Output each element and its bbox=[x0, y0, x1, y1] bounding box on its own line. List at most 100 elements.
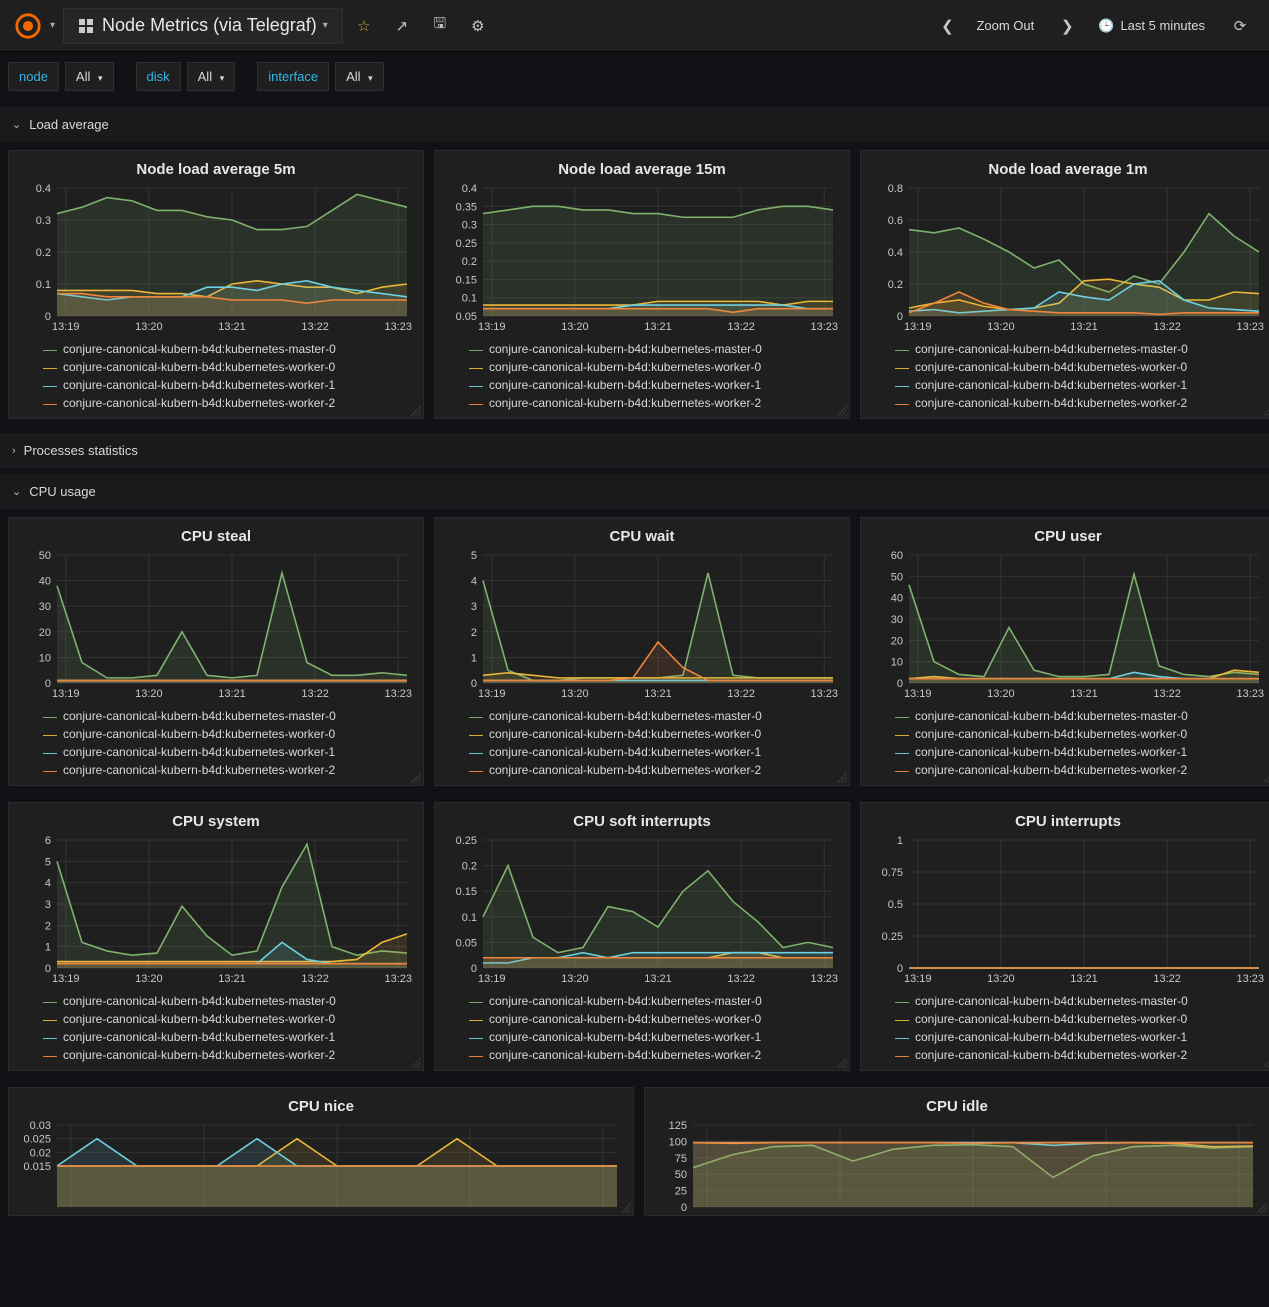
chart-area[interactable]: 0.050.10.150.20.250.30.350.413:1913:2013… bbox=[439, 184, 845, 334]
panel-title[interactable]: Node load average 1m bbox=[865, 157, 1269, 184]
resize-handle-icon[interactable] bbox=[837, 773, 847, 783]
resize-handle-icon[interactable] bbox=[411, 1058, 421, 1068]
chart-area[interactable]: 00.20.40.60.813:1913:2013:2113:2213:23 bbox=[865, 184, 1269, 334]
legend-item[interactable]: — conjure-canonical-kubern-b4d:kubernete… bbox=[469, 340, 835, 358]
panel-title[interactable]: CPU soft interrupts bbox=[439, 809, 845, 836]
legend-item[interactable]: — conjure-canonical-kubern-b4d:kubernete… bbox=[43, 394, 409, 412]
legend-item[interactable]: — conjure-canonical-kubern-b4d:kubernete… bbox=[469, 725, 835, 743]
legend-label: conjure-canonical-kubern-b4d:kubernetes-… bbox=[489, 394, 761, 412]
legend-label: conjure-canonical-kubern-b4d:kubernetes-… bbox=[915, 1010, 1187, 1028]
panel-title[interactable]: CPU steal bbox=[13, 524, 419, 551]
legend-item[interactable]: — conjure-canonical-kubern-b4d:kubernete… bbox=[895, 992, 1261, 1010]
refresh-icon[interactable]: ⟳ bbox=[1223, 9, 1257, 43]
star-icon[interactable]: ☆ bbox=[347, 9, 381, 43]
chart-area[interactable]: 0.0150.020.0250.03 bbox=[13, 1121, 629, 1211]
legend-item[interactable]: — conjure-canonical-kubern-b4d:kubernete… bbox=[895, 358, 1261, 376]
chart-area[interactable]: 00.10.20.30.413:1913:2013:2113:2213:23 bbox=[13, 184, 419, 334]
legend-item[interactable]: — conjure-canonical-kubern-b4d:kubernete… bbox=[469, 992, 835, 1010]
zoom-out-button[interactable]: Zoom Out bbox=[976, 18, 1034, 33]
share-icon[interactable]: ↗ bbox=[385, 9, 419, 43]
resize-handle-icon[interactable] bbox=[1263, 406, 1269, 416]
panel-title[interactable]: Node load average 15m bbox=[439, 157, 845, 184]
resize-handle-icon[interactable] bbox=[621, 1203, 631, 1213]
legend-item[interactable]: — conjure-canonical-kubern-b4d:kubernete… bbox=[43, 992, 409, 1010]
resize-handle-icon[interactable] bbox=[837, 406, 847, 416]
legend-item[interactable]: — conjure-canonical-kubern-b4d:kubernete… bbox=[43, 743, 409, 761]
dashboard-picker[interactable]: Node Metrics (via Telegraf) ▾ bbox=[63, 8, 343, 44]
section-header-proc[interactable]: ›Processes statistics bbox=[0, 433, 1269, 468]
legend-item[interactable]: — conjure-canonical-kubern-b4d:kubernete… bbox=[469, 707, 835, 725]
resize-handle-icon[interactable] bbox=[1257, 1203, 1267, 1213]
panel-row-cpu1: CPU steal 0102030405013:1913:2013:2113:2… bbox=[0, 509, 1269, 794]
legend-item[interactable]: — conjure-canonical-kubern-b4d:kubernete… bbox=[895, 394, 1261, 412]
legend-item[interactable]: — conjure-canonical-kubern-b4d:kubernete… bbox=[469, 358, 835, 376]
legend-item[interactable]: — conjure-canonical-kubern-b4d:kubernete… bbox=[43, 340, 409, 358]
legend-item[interactable]: — conjure-canonical-kubern-b4d:kubernete… bbox=[895, 1046, 1261, 1064]
legend-item[interactable]: — conjure-canonical-kubern-b4d:kubernete… bbox=[895, 743, 1261, 761]
filter-all[interactable]: All ▾ bbox=[335, 62, 384, 91]
resize-handle-icon[interactable] bbox=[1263, 1058, 1269, 1068]
panel-title[interactable]: CPU nice bbox=[13, 1094, 629, 1121]
panel-title[interactable]: CPU idle bbox=[649, 1094, 1265, 1121]
legend-item[interactable]: — conjure-canonical-kubern-b4d:kubernete… bbox=[43, 1010, 409, 1028]
panel-title[interactable]: CPU interrupts bbox=[865, 809, 1269, 836]
grafana-logo-icon[interactable] bbox=[12, 10, 44, 42]
legend-item[interactable]: — conjure-canonical-kubern-b4d:kubernete… bbox=[469, 1028, 835, 1046]
legend-item[interactable]: — conjure-canonical-kubern-b4d:kubernete… bbox=[43, 358, 409, 376]
legend-item[interactable]: — conjure-canonical-kubern-b4d:kubernete… bbox=[469, 394, 835, 412]
time-range-picker[interactable]: 🕒 Last 5 minutes bbox=[1090, 18, 1213, 34]
legend-item[interactable]: — conjure-canonical-kubern-b4d:kubernete… bbox=[895, 725, 1261, 743]
settings-gear-icon[interactable]: ⚙ bbox=[461, 9, 495, 43]
chart-area[interactable]: 00.250.50.75113:1913:2013:2113:2213:23 bbox=[865, 836, 1269, 986]
legend-item[interactable]: — conjure-canonical-kubern-b4d:kubernete… bbox=[469, 1010, 835, 1028]
legend-item[interactable]: — conjure-canonical-kubern-b4d:kubernete… bbox=[895, 376, 1261, 394]
legend-item[interactable]: — conjure-canonical-kubern-b4d:kubernete… bbox=[43, 761, 409, 779]
panel-title[interactable]: CPU wait bbox=[439, 524, 845, 551]
panel-title[interactable]: CPU system bbox=[13, 809, 419, 836]
resize-handle-icon[interactable] bbox=[411, 773, 421, 783]
logo-dropdown-caret[interactable]: ▾ bbox=[50, 20, 55, 31]
resize-handle-icon[interactable] bbox=[411, 406, 421, 416]
chart-area[interactable]: 00.050.10.150.20.2513:1913:2013:2113:221… bbox=[439, 836, 845, 986]
panel-load15m: Node load average 15m 0.050.10.150.20.25… bbox=[434, 150, 850, 419]
legend-item[interactable]: — conjure-canonical-kubern-b4d:kubernete… bbox=[469, 1046, 835, 1064]
legend-item[interactable]: — conjure-canonical-kubern-b4d:kubernete… bbox=[469, 376, 835, 394]
chart-area[interactable]: 012345613:1913:2013:2113:2213:23 bbox=[13, 836, 419, 986]
panel-cpu_idle: CPU idle 0255075100125 bbox=[644, 1087, 1269, 1216]
svg-text:13:19: 13:19 bbox=[52, 321, 80, 333]
chart-area[interactable]: 01234513:1913:2013:2113:2213:23 bbox=[439, 551, 845, 701]
legend-item[interactable]: — conjure-canonical-kubern-b4d:kubernete… bbox=[895, 1028, 1261, 1046]
chart-area[interactable]: 0102030405013:1913:2013:2113:2213:23 bbox=[13, 551, 419, 701]
legend-item[interactable]: — conjure-canonical-kubern-b4d:kubernete… bbox=[43, 707, 409, 725]
time-back-icon[interactable]: ❮ bbox=[930, 9, 964, 43]
legend-item[interactable]: — conjure-canonical-kubern-b4d:kubernete… bbox=[895, 761, 1261, 779]
filter-all[interactable]: All ▾ bbox=[65, 62, 114, 91]
save-icon[interactable]: 🖫 bbox=[423, 9, 457, 43]
filter-disk[interactable]: disk bbox=[136, 62, 181, 91]
legend-item[interactable]: — conjure-canonical-kubern-b4d:kubernete… bbox=[895, 707, 1261, 725]
time-forward-icon[interactable]: ❯ bbox=[1050, 9, 1084, 43]
section-header-load[interactable]: ⌄Load average bbox=[0, 107, 1269, 142]
svg-text:13:20: 13:20 bbox=[135, 321, 163, 333]
legend-item[interactable]: — conjure-canonical-kubern-b4d:kubernete… bbox=[469, 743, 835, 761]
chart-area[interactable]: 0255075100125 bbox=[649, 1121, 1265, 1211]
legend-item[interactable]: — conjure-canonical-kubern-b4d:kubernete… bbox=[43, 725, 409, 743]
svg-text:0: 0 bbox=[681, 1202, 687, 1211]
legend-item[interactable]: — conjure-canonical-kubern-b4d:kubernete… bbox=[469, 761, 835, 779]
filter-node[interactable]: node bbox=[8, 62, 59, 91]
svg-text:13:21: 13:21 bbox=[1070, 321, 1098, 333]
resize-handle-icon[interactable] bbox=[1263, 773, 1269, 783]
legend-item[interactable]: — conjure-canonical-kubern-b4d:kubernete… bbox=[895, 1010, 1261, 1028]
panel-row-cpu2: CPU system 012345613:1913:2013:2113:2213… bbox=[0, 794, 1269, 1079]
legend-item[interactable]: — conjure-canonical-kubern-b4d:kubernete… bbox=[43, 1028, 409, 1046]
chart-area[interactable]: 010203040506013:1913:2013:2113:2213:23 bbox=[865, 551, 1269, 701]
resize-handle-icon[interactable] bbox=[837, 1058, 847, 1068]
filter-interface[interactable]: interface bbox=[257, 62, 329, 91]
section-header-cpu[interactable]: ⌄CPU usage bbox=[0, 474, 1269, 509]
legend-item[interactable]: — conjure-canonical-kubern-b4d:kubernete… bbox=[43, 376, 409, 394]
filter-all[interactable]: All ▾ bbox=[187, 62, 236, 91]
panel-title[interactable]: Node load average 5m bbox=[13, 157, 419, 184]
legend-item[interactable]: — conjure-canonical-kubern-b4d:kubernete… bbox=[43, 1046, 409, 1064]
legend-item[interactable]: — conjure-canonical-kubern-b4d:kubernete… bbox=[895, 340, 1261, 358]
panel-title[interactable]: CPU user bbox=[865, 524, 1269, 551]
